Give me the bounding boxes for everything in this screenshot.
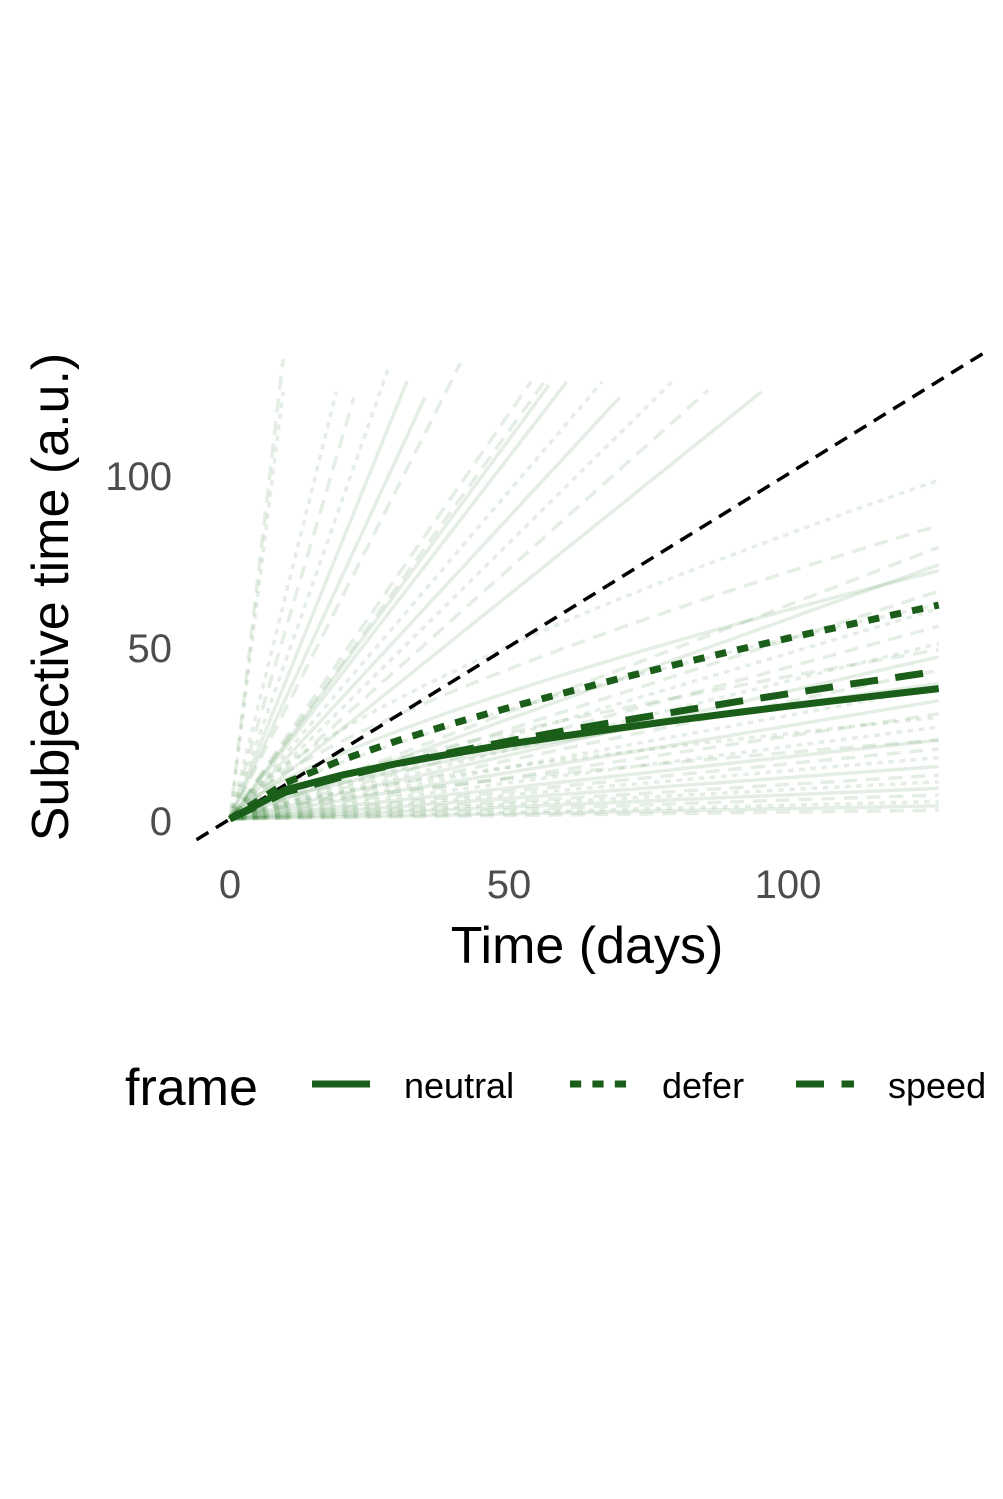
individual-curve xyxy=(229,738,939,821)
individual-curve xyxy=(229,589,940,821)
mean-line-speed xyxy=(228,667,940,823)
y-axis-title: Subjective time (a.u.) xyxy=(22,353,80,841)
individual-curve xyxy=(228,358,285,820)
legend-label-neutral: neutral xyxy=(404,1065,514,1106)
individual-curve xyxy=(229,725,939,821)
individual-curve xyxy=(228,364,392,820)
individual-curve xyxy=(228,396,356,820)
individual-curve xyxy=(228,380,409,820)
individual-curve xyxy=(229,793,939,821)
individual-curve xyxy=(228,362,462,820)
individual-curve xyxy=(229,764,939,821)
y-tick-label: 50 xyxy=(128,627,173,671)
individual-curve xyxy=(228,478,940,821)
individual-curve xyxy=(229,624,940,821)
individual-curve xyxy=(228,523,940,821)
individual-curve xyxy=(229,655,940,821)
individual-curve xyxy=(229,685,940,821)
individual-curve xyxy=(228,390,763,821)
legend-title: frame xyxy=(125,1059,258,1117)
individual-curve xyxy=(228,569,940,821)
individual-curve xyxy=(229,773,939,821)
individual-curve xyxy=(229,642,940,821)
legend-label-speed: speed xyxy=(888,1065,986,1106)
x-tick-label: 0 xyxy=(219,863,241,907)
mean-line-neutral xyxy=(228,685,940,823)
individual-curve xyxy=(229,738,939,821)
individual-curve xyxy=(229,808,939,821)
legend-label-defer: defer xyxy=(662,1065,744,1106)
mean-line-defer xyxy=(228,601,940,822)
individual-curve xyxy=(228,380,533,820)
individual-curve xyxy=(228,384,551,821)
y-axis-ticks: 0 50 100 xyxy=(105,455,172,844)
x-tick-label: 100 xyxy=(755,863,822,907)
individual-curve xyxy=(228,374,551,821)
x-axis-ticks: 0 50 100 xyxy=(219,863,822,907)
y-tick-label: 0 xyxy=(150,800,172,844)
individual-curve xyxy=(229,698,939,821)
individual-curve xyxy=(228,396,622,821)
individual-curve xyxy=(228,388,710,821)
individual-curve xyxy=(228,396,427,820)
individual-curve xyxy=(228,380,568,821)
legend: frame neutral defer speed xyxy=(125,1059,986,1117)
mean-curves xyxy=(228,601,940,823)
individual-curve xyxy=(229,804,939,821)
identity-line-layer xyxy=(195,351,985,842)
individual-curve xyxy=(228,379,675,821)
individual-curve xyxy=(228,391,285,820)
individual-curve xyxy=(229,786,939,821)
y-tick-label: 100 xyxy=(105,455,172,499)
x-tick-label: 50 xyxy=(487,863,532,907)
individual-curve xyxy=(229,747,939,821)
individual-curve xyxy=(229,712,939,821)
identity-line xyxy=(195,351,985,842)
individual-curve xyxy=(229,668,940,821)
individual-curves xyxy=(228,358,940,821)
x-axis-title: Time (days) xyxy=(451,917,724,975)
individual-curve xyxy=(229,715,939,821)
